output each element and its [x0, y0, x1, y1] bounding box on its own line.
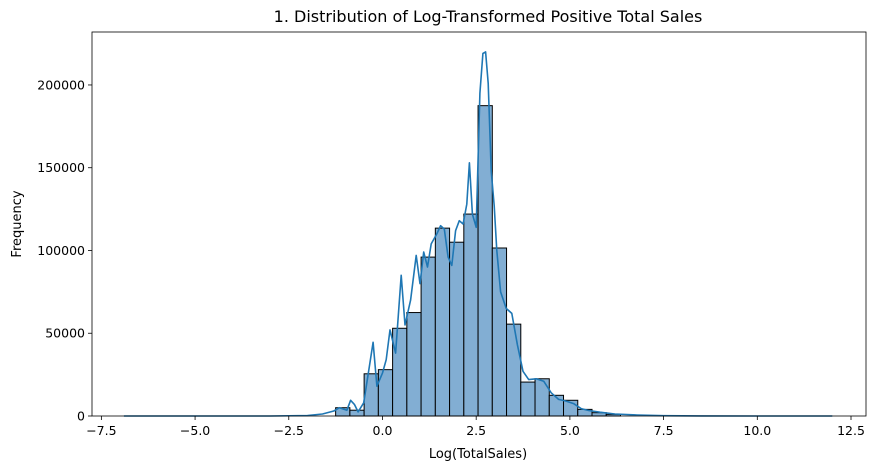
y-tick-label: 0 [77, 409, 85, 424]
x-tick-label: 12.5 [837, 423, 865, 438]
kde-line [123, 51, 833, 417]
x-tick-label: 0.0 [373, 423, 393, 438]
y-tick-label: 50000 [45, 326, 85, 341]
y-tick-label: 150000 [37, 160, 85, 175]
x-tick-label: 7.5 [654, 423, 674, 438]
y-tick-label: 100000 [37, 243, 85, 258]
x-tick-label: −7.5 [86, 423, 116, 438]
x-tick-label: 2.5 [466, 423, 486, 438]
histogram-bar [406, 312, 422, 417]
chart-title: 1. Distribution of Log-Transformed Posit… [274, 7, 703, 26]
kde-layer [123, 51, 833, 417]
x-tick-label: −2.5 [274, 423, 304, 438]
y-axis: 0 50000 100000 150000 200000 [37, 77, 92, 424]
histogram-bar [506, 323, 522, 417]
x-axis: −7.5 −5.0 −2.5 0.0 2.5 5.0 7.5 10.0 12.5 [86, 416, 865, 438]
y-tick-label: 200000 [37, 77, 85, 92]
x-tick-label: 5.0 [560, 423, 580, 438]
x-axis-label: Log(TotalSales) [429, 447, 527, 462]
plot-frame [91, 31, 867, 417]
histogram-bar [449, 241, 465, 417]
y-axis-label: Frequency [10, 190, 25, 257]
histogram-bar [520, 381, 536, 417]
histogram-bars [335, 105, 621, 417]
histogram-bar [420, 256, 436, 417]
histogram-bar [463, 213, 479, 417]
histogram-bar [534, 378, 550, 417]
x-tick-label: 10.0 [743, 423, 771, 438]
histogram-bar [392, 327, 408, 417]
x-tick-label: −5.0 [180, 423, 210, 438]
